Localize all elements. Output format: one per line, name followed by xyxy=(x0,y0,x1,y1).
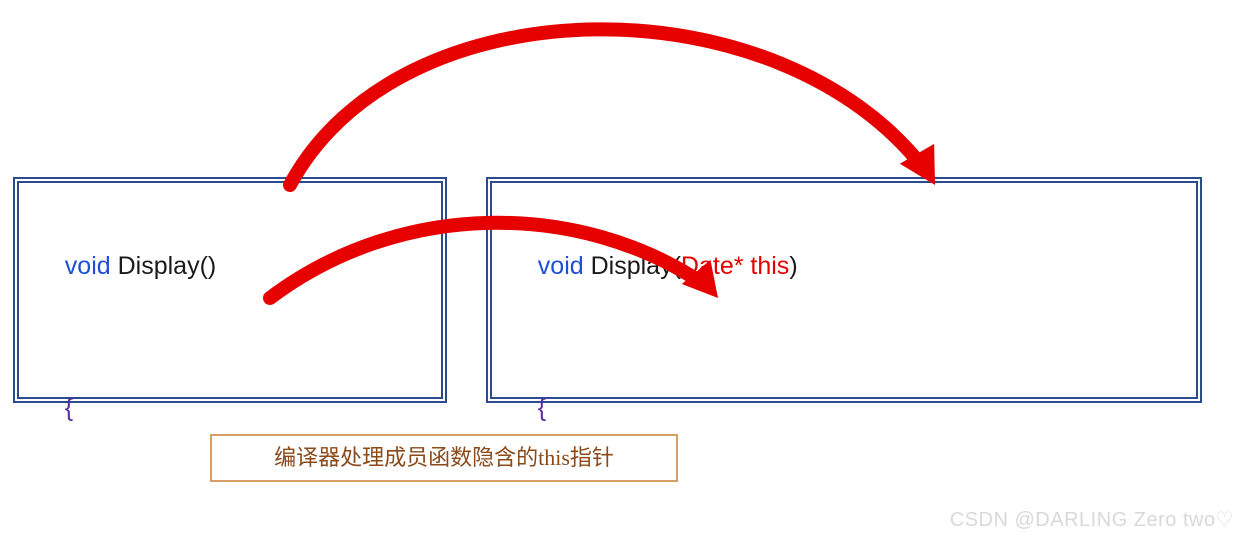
code-line: void Display(Date* this) xyxy=(510,195,1178,338)
code-box-left: void Display() { cout << _year << endl; … xyxy=(13,177,447,403)
token-param-highlight: Date* this xyxy=(681,252,789,280)
caption-box: 编译器处理成员函数隐含的this指针 xyxy=(210,434,678,482)
brace-open: { xyxy=(65,394,73,422)
keyword-void: void xyxy=(65,252,111,280)
keyword-void: void xyxy=(538,252,584,280)
code-box-right: void Display(Date* this) { cout << this-… xyxy=(486,177,1202,403)
caption-text: 编译器处理成员函数隐含的this指针 xyxy=(274,445,614,470)
code-line: void Display() xyxy=(37,195,423,338)
func-name-close: ) xyxy=(789,252,797,280)
code-line: cout << _year << endl; xyxy=(37,480,423,538)
func-name: Display( xyxy=(584,252,681,280)
func-name: Display() xyxy=(111,252,217,280)
watermark-text: CSDN @DARLING Zero two♡ xyxy=(950,507,1234,532)
brace-open: { xyxy=(538,394,546,422)
arrow-top xyxy=(290,29,925,185)
